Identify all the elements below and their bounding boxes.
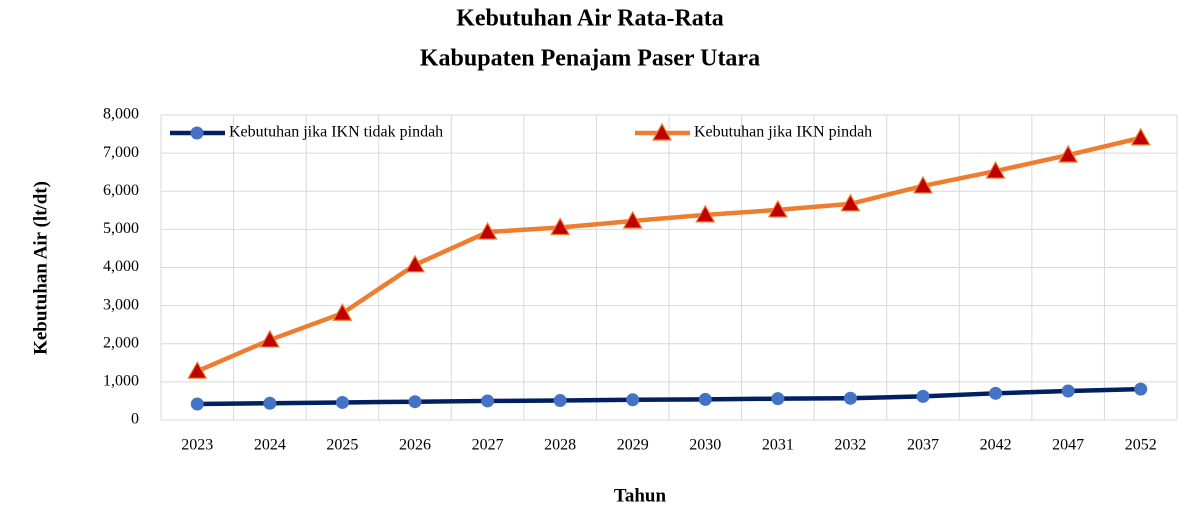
marker	[771, 392, 785, 406]
marker	[1130, 127, 1151, 146]
marker	[622, 210, 643, 229]
marker	[550, 217, 571, 236]
marker	[912, 175, 934, 194]
y-tick-label: 5,000	[103, 220, 139, 237]
x-tick-label: 2024	[254, 437, 286, 454]
marker	[190, 397, 204, 411]
marker	[259, 329, 280, 348]
y-axis-title: Kebutuhan Air (lt/dt)	[30, 181, 51, 355]
marker	[335, 395, 349, 409]
y-tick-label: 6,000	[103, 182, 139, 199]
x-tick-label: 2028	[544, 437, 576, 454]
x-tick-label: 2030	[689, 437, 721, 454]
marker	[332, 303, 353, 321]
chart-title: Kebutuhan Air Rata-Rata	[456, 6, 724, 32]
marker	[477, 221, 498, 240]
x-tick-label: 2026	[399, 437, 431, 454]
marker	[187, 360, 208, 379]
y-tick-label: 7,000	[103, 144, 139, 161]
marker	[1058, 144, 1079, 163]
legend-label: Kebutuhan jika IKN tidak pindah	[229, 124, 443, 141]
marker	[1134, 382, 1148, 396]
x-tick-label: 2029	[617, 437, 649, 454]
marker	[553, 394, 567, 408]
x-tick-label: 2047	[1052, 437, 1084, 454]
marker	[698, 392, 712, 406]
x-tick-label: 2037	[907, 437, 939, 454]
marker	[651, 122, 673, 141]
y-tick-label: 2,000	[103, 334, 139, 351]
x-tick-label: 2052	[1125, 437, 1157, 454]
marker	[989, 386, 1003, 400]
x-tick-label: 2023	[181, 437, 213, 454]
x-tick-label: 2027	[472, 437, 504, 454]
marker	[481, 394, 495, 408]
x-tick-label: 2042	[980, 437, 1012, 454]
marker	[695, 204, 716, 223]
series-line	[196, 135, 1142, 374]
y-tick-label: 1,000	[103, 373, 139, 390]
legend-label: Kebutuhan jika IKN pindah	[694, 124, 872, 141]
marker	[626, 393, 640, 407]
x-tick-label: 2032	[834, 437, 866, 454]
x-axis-title: Tahun	[614, 485, 667, 506]
y-tick-label: 0	[131, 411, 139, 428]
x-tick-label: 2031	[762, 437, 794, 454]
series-line	[197, 386, 1141, 407]
y-tick-label: 3,000	[103, 296, 139, 313]
marker	[1061, 384, 1075, 398]
marker	[404, 254, 426, 273]
marker	[263, 396, 277, 410]
marker	[767, 199, 788, 218]
marker	[843, 391, 857, 405]
marker	[840, 193, 861, 212]
x-tick-label: 2025	[326, 437, 358, 454]
y-tick-label: 4,000	[103, 258, 139, 275]
marker	[916, 389, 930, 403]
marker	[408, 395, 422, 409]
marker	[190, 126, 204, 140]
chart-subtitle: Kabupaten Penajam Paser Utara	[420, 46, 760, 72]
y-tick-label: 8,000	[103, 106, 139, 123]
marker	[985, 160, 1006, 179]
